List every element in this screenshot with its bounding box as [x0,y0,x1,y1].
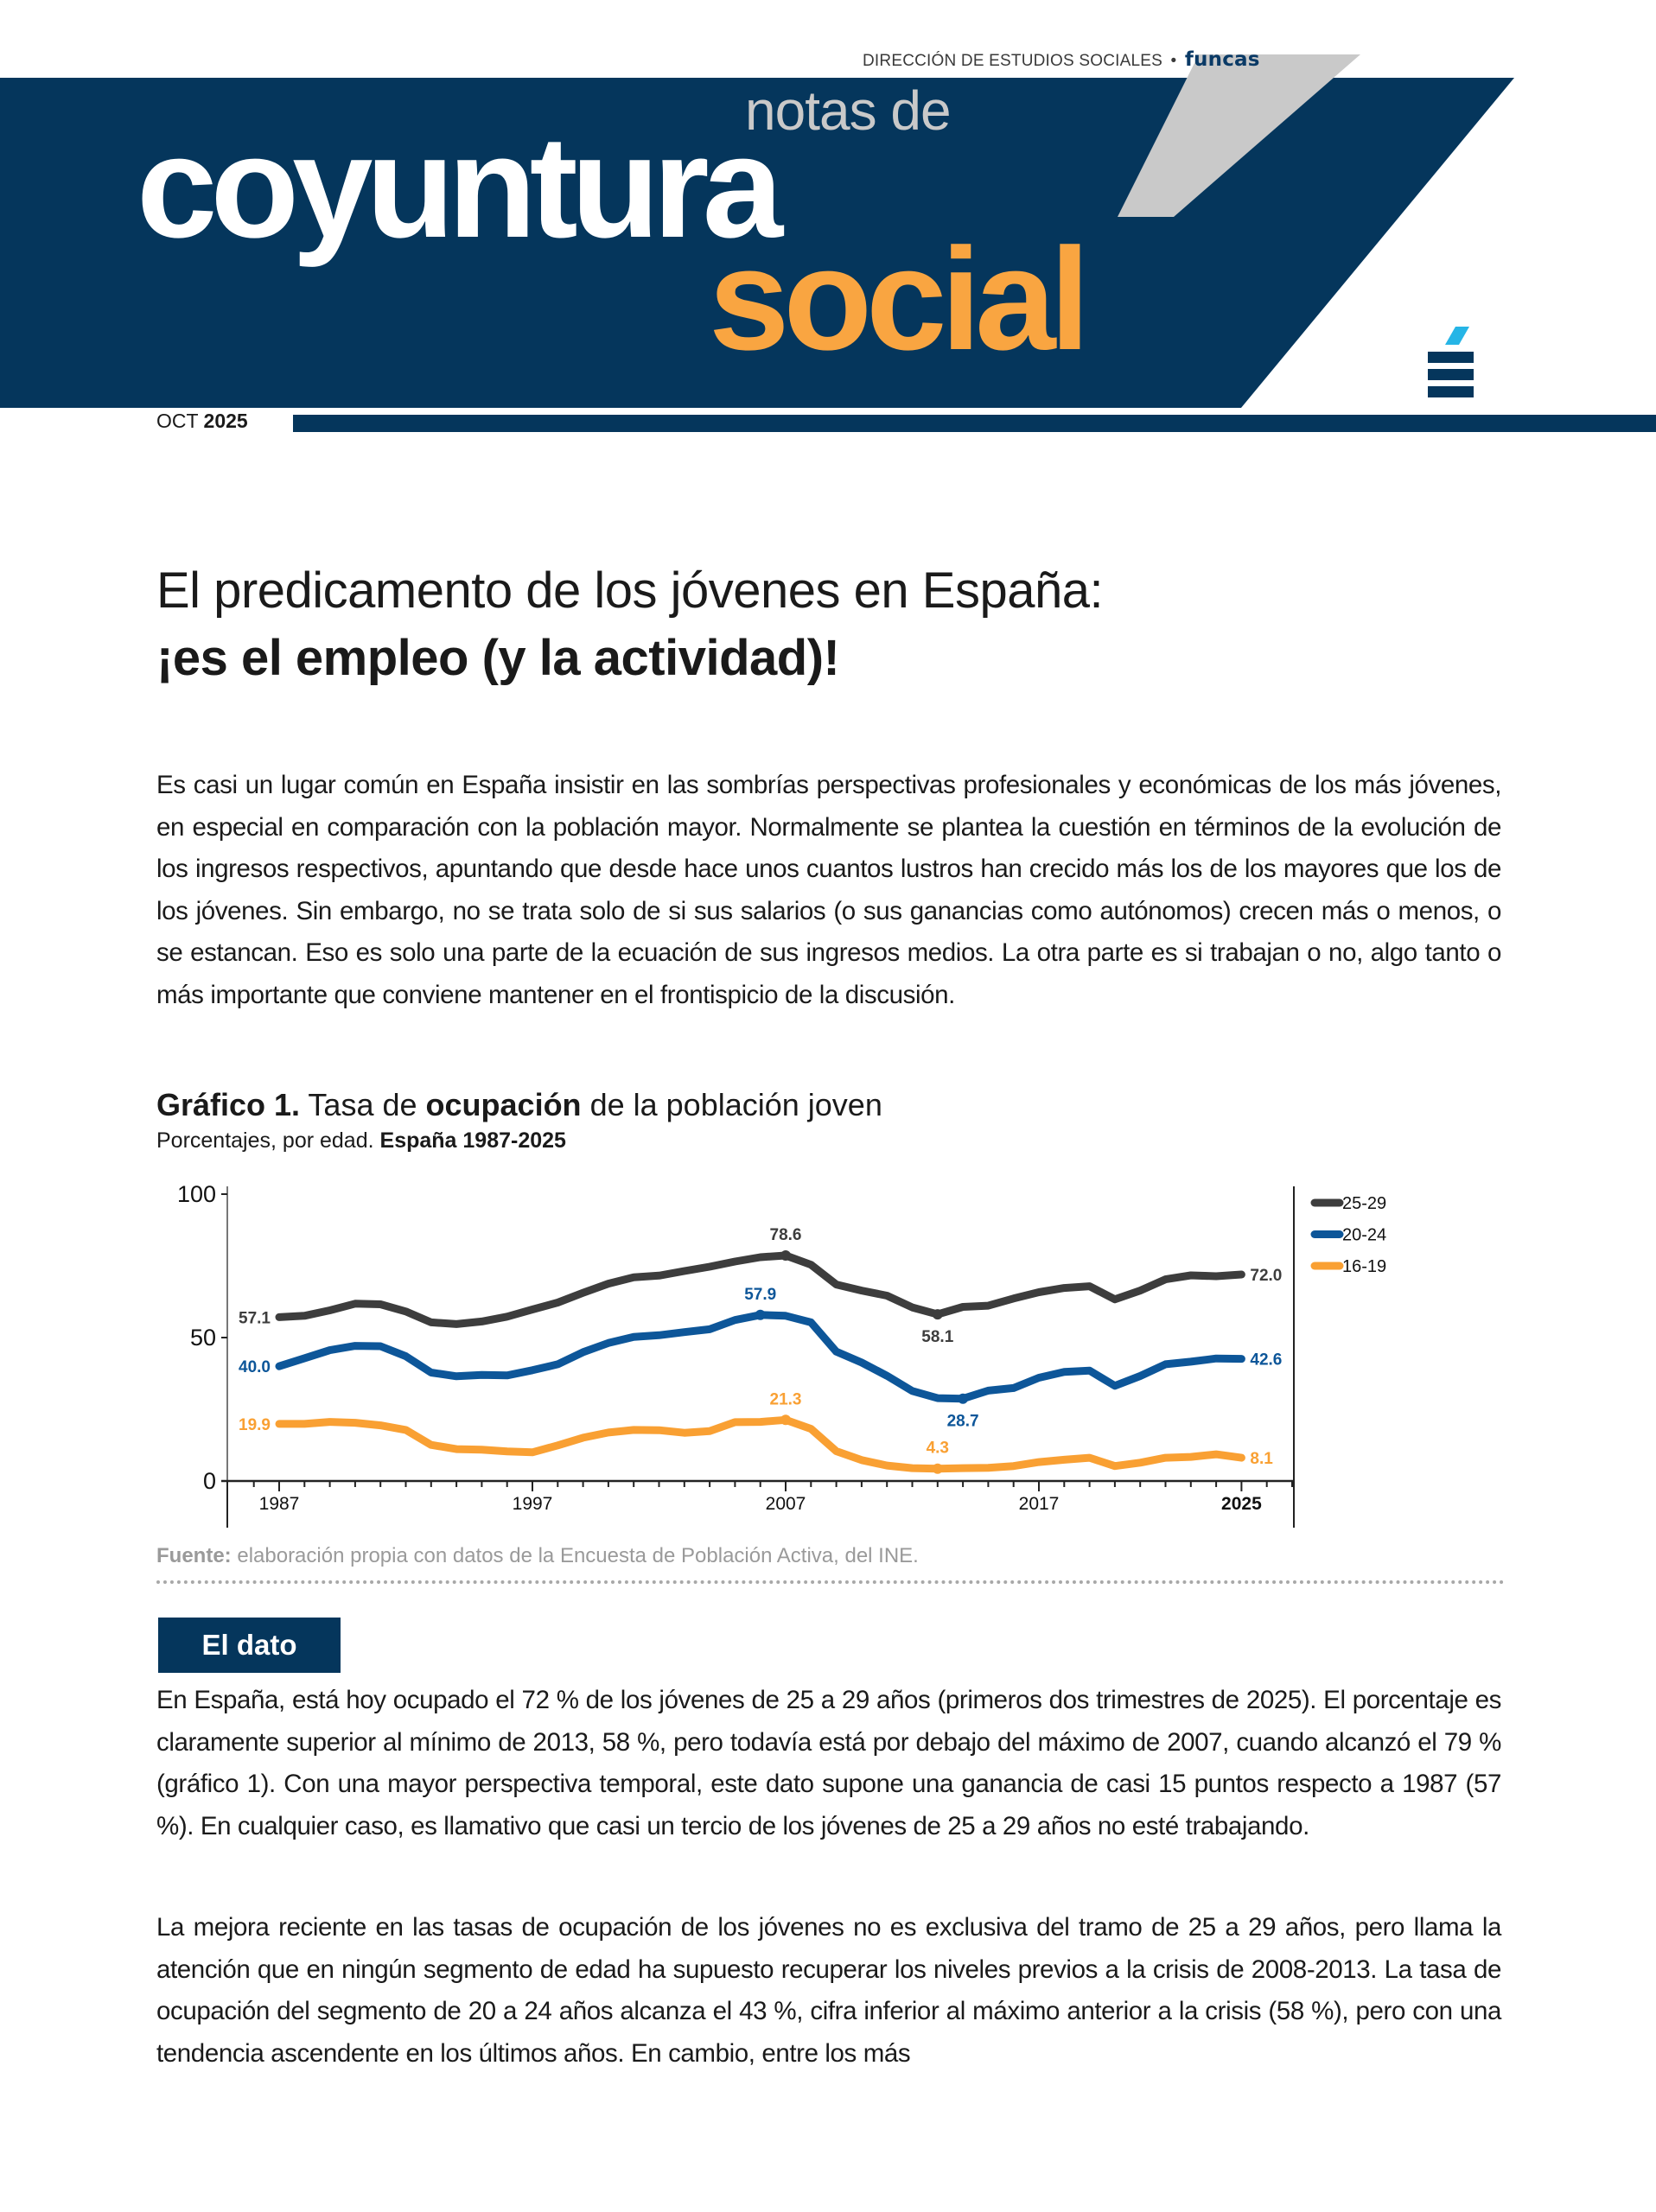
y-tick-label: 100 [177,1181,216,1207]
article-subtitle: ¡es el empleo (y la actividad)! [156,630,840,686]
issue-year: 2025 [203,410,248,432]
data-label: 28.7 [947,1413,979,1431]
data-point-marker [755,1309,766,1320]
data-label: 40.0 [239,1358,271,1376]
x-tick-label: 2025 [1221,1494,1262,1514]
data-label: 42.6 [1250,1351,1282,1370]
chart-subtitle-bold: España 1987-2025 [379,1128,566,1153]
data-point-marker [932,1463,943,1474]
chart-title-part: Tasa de [308,1087,417,1122]
publisher-label: DIRECCIÓN DE ESTUDIOS SOCIALES • funcas [863,48,1260,71]
x-tick-label: 2017 [1019,1494,1060,1514]
y-tick-label: 50 [190,1325,216,1351]
chart-title: Gráfico 1. Tasa de ocupación de la pobla… [156,1087,882,1123]
chart-source: Fuente: elaboración propia con datos de … [156,1544,919,1568]
x-tick-label: 1997 [513,1494,553,1514]
department-name: DIRECCIÓN DE ESTUDIOS SOCIALES [863,52,1163,70]
data-label: 57.1 [239,1309,271,1327]
chart-axes: 0 50 100 1987 1997 2007 2017 2025 [177,1181,1295,1528]
masthead-main-title: coyuntura [137,105,783,268]
masthead-accent-title: social [709,218,1090,380]
series-line-16-19 [275,1415,1245,1473]
series-line-20-24 [275,1311,1245,1403]
chart-series [275,1250,1245,1474]
masthead-navy-band [0,78,1514,408]
chart-title-part: de la población joven [589,1087,882,1122]
data-label: 58.1 [921,1328,953,1346]
chart-legend: 25-29 20-24 16-19 [1310,1194,1386,1276]
y-tick-label: 0 [203,1468,216,1494]
masthead-grey-slash [1118,54,1360,217]
dotted-divider [156,1580,1505,1584]
x-tick-label: 1987 [259,1494,300,1514]
data-label: 72.0 [1250,1267,1282,1285]
intro-paragraph: Es casi un lugar común en España insisti… [156,771,1501,1009]
data-label: 78.6 [770,1226,802,1244]
date-rule-bar [293,415,1656,432]
funcas-logo-icon [1428,327,1474,397]
source-text: elaboración propia con datos de la Encue… [237,1544,919,1567]
data-label: 57.9 [744,1286,776,1304]
data-label: 19.9 [239,1416,271,1434]
data-label: 8.1 [1250,1450,1273,1468]
issue-month: OCT [156,410,199,432]
dato-paragraph-2: La mejora reciente en las tasas de ocupa… [156,1913,1501,2068]
series-line-25-29 [275,1251,1245,1328]
data-label: 4.3 [927,1440,949,1458]
section-heading-el-dato: El dato [158,1618,341,1673]
chart-data-labels: 57.1 78.6 58.1 72.0 40.0 57.9 28.7 42.6 19.9 21.3… [239,1226,1282,1468]
masthead-small-title: notas de [745,79,952,142]
legend-label: 16-19 [1342,1257,1386,1276]
employment-rate-chart: 0 50 100 1987 1997 2007 2017 2025 57.1 78.6 58.1 7… [177,1181,1386,1528]
dato-paragraph-1: En España, está hoy ocupado el 72 % de l… [156,1686,1501,1840]
legend-label: 20-24 [1342,1226,1386,1245]
source-label: Fuente: [156,1544,232,1567]
data-point-marker [932,1309,943,1320]
chart-title-bold: ocupación [425,1087,582,1122]
article-title: El predicamento de los jóvenes en España… [156,563,1104,619]
data-point-marker [780,1250,791,1262]
brand-name: funcas [1184,48,1260,71]
masthead-graphic [0,54,1656,432]
legend-label: 25-29 [1342,1194,1386,1213]
separator-dot: • [1170,52,1177,70]
chart-number: Gráfico 1. [156,1087,301,1122]
x-tick-label: 2007 [766,1494,806,1514]
chart-subtitle-part: Porcentajes, por edad. [156,1128,374,1153]
chart-subtitle: Porcentajes, por edad. España 1987-2025 [156,1128,566,1154]
issue-date: OCT 2025 [156,410,248,433]
data-point-marker [958,1393,969,1404]
data-point-marker [780,1414,791,1426]
data-label: 21.3 [770,1390,802,1408]
